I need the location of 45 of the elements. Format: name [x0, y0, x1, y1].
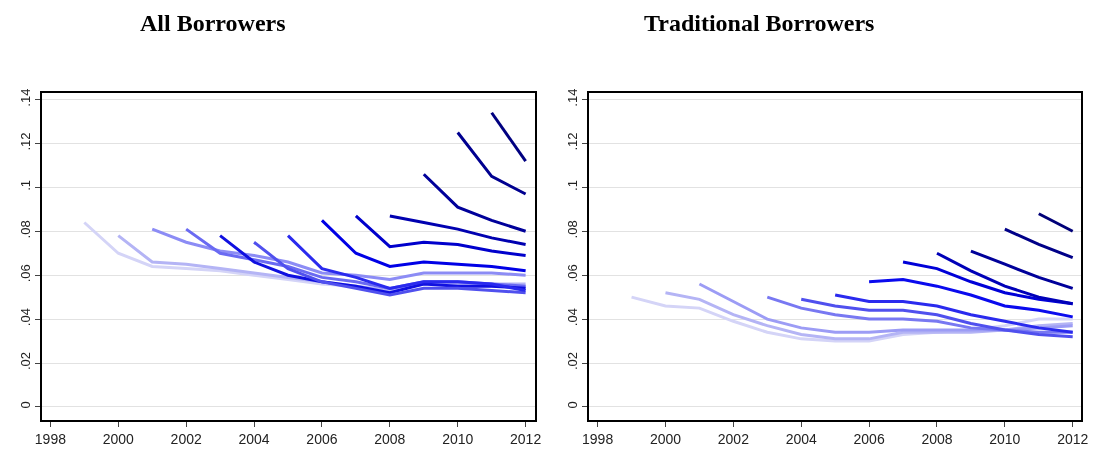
- line-series: [935, 251, 1075, 306]
- x-tick-label: 1998: [34, 430, 67, 447]
- y-tick-label: .14: [17, 88, 33, 107]
- line-series: [252, 240, 528, 297]
- x-tick-label: 1998: [582, 430, 614, 447]
- line-series: [422, 172, 528, 233]
- line-series: [388, 214, 528, 246]
- y-tick-label: .08: [565, 220, 581, 239]
- x-tick-label: 2010: [442, 430, 474, 447]
- line-series: [867, 278, 1075, 319]
- chart-title: Traditional Borrowers: [644, 10, 875, 36]
- y-tick-label: .06: [565, 264, 581, 283]
- x-tick-label: 2012: [1057, 430, 1089, 447]
- line-series: [286, 234, 528, 293]
- x-tick-label: 2000: [102, 430, 135, 447]
- line-series: [969, 249, 1075, 290]
- line-series: [799, 297, 1075, 339]
- x-tick-label: 2004: [785, 430, 817, 447]
- x-tick-label: 2000: [649, 430, 682, 447]
- y-tick-label: .02: [17, 352, 33, 371]
- line-series: [833, 293, 1075, 334]
- y-tick-label: .12: [17, 132, 33, 151]
- y-tick-label: .1: [565, 180, 581, 191]
- x-tick-label: 2006: [853, 430, 885, 447]
- x-tick-label: 2002: [717, 430, 750, 447]
- y-tick-label: .08: [17, 220, 33, 239]
- x-tick-label: 2010: [989, 430, 1021, 447]
- x-tick-label: 2002: [170, 430, 202, 447]
- chart-title: All Borrowers: [140, 10, 286, 36]
- x-tick-label: 2008: [921, 430, 953, 447]
- line-series: [354, 214, 528, 257]
- line-series: [320, 218, 528, 273]
- y-tick-label: 0: [17, 401, 33, 409]
- x-tick-label: 2004: [238, 430, 270, 447]
- y-tick-label: .06: [17, 264, 33, 283]
- y-tick-label: .02: [565, 352, 581, 371]
- x-tick-label: 2008: [374, 430, 406, 447]
- y-tick-label: .04: [565, 308, 581, 327]
- y-tick-label: .04: [17, 308, 33, 327]
- y-tick-label: .14: [565, 88, 581, 107]
- x-tick-label: 2006: [306, 430, 338, 447]
- y-tick-label: 0: [565, 401, 581, 409]
- x-tick-label: 2012: [510, 430, 542, 447]
- y-tick-label: .1: [17, 180, 33, 191]
- y-tick-label: .12: [565, 132, 581, 151]
